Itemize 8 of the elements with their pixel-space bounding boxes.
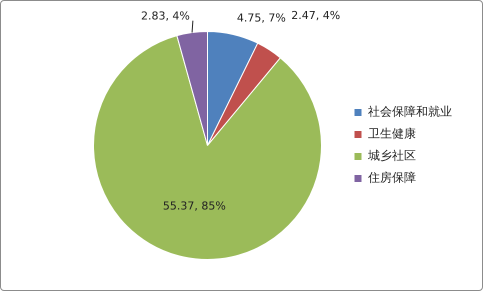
- legend-label: 城乡社区: [367, 148, 416, 163]
- legend-label: 社会保障和就业: [368, 104, 452, 119]
- data-label: 2.47, 4%: [291, 9, 340, 22]
- data-label: 55.37, 85%: [162, 200, 226, 213]
- legend-label: 住房保障: [367, 170, 416, 185]
- data-label: 4.75, 7%: [236, 12, 286, 25]
- legend-label: 卫生健康: [368, 126, 416, 141]
- data-label: 2.83, 4%: [140, 10, 190, 23]
